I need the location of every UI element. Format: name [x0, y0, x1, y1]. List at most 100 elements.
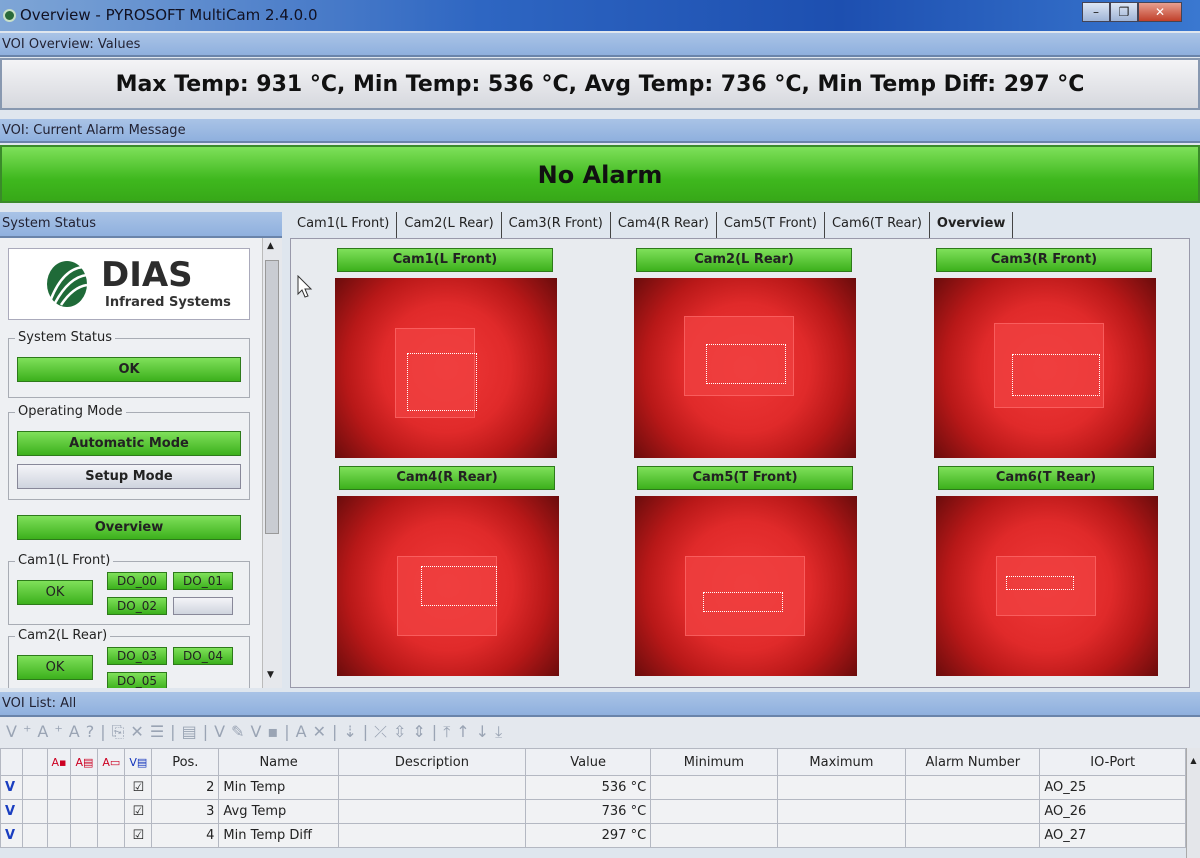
scroll-thumb[interactable] [265, 260, 279, 534]
left-panel-scrollbar[interactable]: ▲ ▼ [262, 238, 282, 688]
split-icon[interactable]: ⇕ [412, 722, 432, 741]
properties-icon[interactable]: ▤ [181, 722, 203, 741]
camera-label[interactable]: Cam6(T Rear) [938, 466, 1154, 490]
camera-label[interactable]: Cam5(T Front) [637, 466, 853, 490]
camera-view[interactable]: Cam5(T Front) [635, 463, 861, 677]
camera-label[interactable]: Cam4(R Rear) [339, 466, 555, 490]
visible-checkbox[interactable]: ☑ [124, 823, 153, 848]
voi-table: A▪ A▤ A▭ V▤ Pos. Name Description Value … [0, 748, 1186, 848]
roi-rectangle[interactable] [421, 566, 497, 606]
app-icon [3, 9, 16, 22]
alarm-list-icon[interactable]: A▭ [97, 748, 126, 776]
voi-visible-icon[interactable]: V▤ [124, 748, 153, 776]
camera-view[interactable]: Cam1(L Front) [335, 245, 561, 459]
camera-view[interactable]: Cam2(L Rear) [634, 245, 860, 459]
col-name[interactable]: Name [218, 748, 339, 776]
voi-edit-icon[interactable]: V✎ [214, 722, 251, 741]
maximize-button[interactable]: ❐ [1110, 2, 1138, 22]
visible-checkbox[interactable]: ☑ [124, 799, 153, 824]
close-button[interactable]: ✕ [1138, 2, 1182, 22]
pos-cell: 4 [151, 823, 220, 848]
table-row[interactable]: V ☑ 4 Min Temp Diff 297 °C AO_27 [0, 823, 1186, 848]
move-up-icon[interactable]: ↑ [456, 722, 476, 741]
copy-icon[interactable]: ⎘ [111, 722, 131, 741]
thermal-image[interactable] [335, 278, 557, 458]
cell [70, 775, 99, 800]
camera-view[interactable]: Cam3(R Front) [934, 245, 1160, 459]
move-down-icon[interactable]: ↓ [475, 722, 496, 741]
camera-label[interactable]: Cam3(R Front) [936, 248, 1152, 272]
tab-cam6[interactable]: Cam6(T Rear) [825, 212, 930, 238]
alarm-edit-icon[interactable]: A▤ [70, 748, 99, 776]
overview-button[interactable]: Overview [17, 515, 241, 540]
add-voi-icon[interactable]: V⁺ [6, 722, 38, 741]
cam1-ok[interactable]: OK [17, 580, 93, 605]
col-value[interactable]: Value [525, 748, 652, 776]
voi-save-icon[interactable]: V▪ [250, 722, 285, 741]
system-status-ok[interactable]: OK [17, 357, 241, 382]
cell [70, 799, 99, 824]
group-label: System Status [15, 330, 116, 345]
add-alarm-icon[interactable]: A⁺ [37, 722, 69, 741]
alarm-header: VOI: Current Alarm Message [0, 119, 1200, 143]
description-cell [337, 799, 527, 824]
automatic-mode-button[interactable]: Automatic Mode [17, 431, 241, 456]
alarm-save-icon[interactable]: A▪ [46, 748, 72, 776]
remove-all-icon[interactable]: ⤫ [374, 722, 393, 741]
camera-label[interactable]: Cam2(L Rear) [636, 248, 852, 272]
minimum-cell [650, 799, 778, 824]
tab-cam4[interactable]: Cam4(R Rear) [611, 212, 717, 238]
maximum-cell [776, 799, 907, 824]
list-icon[interactable]: ☰ [149, 722, 171, 741]
col-minimum[interactable]: Minimum [650, 748, 778, 776]
move-top-icon[interactable]: ⤒ [443, 722, 457, 741]
delete-icon[interactable]: ✕ [130, 722, 150, 741]
alarm-settings-icon[interactable]: A? [68, 722, 101, 741]
move-bottom-icon[interactable]: ⤓ [495, 722, 509, 741]
roi-rectangle[interactable] [1006, 576, 1074, 590]
minimize-button[interactable]: – [1082, 2, 1110, 22]
tab-cam1[interactable]: Cam1(L Front) [290, 212, 398, 238]
roi-rectangle[interactable] [703, 592, 783, 612]
col-pos[interactable]: Pos. [151, 748, 220, 776]
table-row[interactable]: V ☑ 3 Avg Temp 736 °C AO_26 [0, 799, 1186, 824]
scroll-down-arrow-icon[interactable]: ▼ [267, 670, 274, 680]
thermal-image[interactable] [634, 278, 856, 458]
scroll-up-arrow-icon[interactable]: ▲ [267, 241, 274, 251]
cam2-ok[interactable]: OK [17, 655, 93, 680]
thermal-image[interactable] [936, 496, 1158, 676]
table-row[interactable]: V ☑ 2 Min Temp 536 °C AO_25 [0, 775, 1186, 800]
name-cell: Min Temp Diff [218, 823, 339, 848]
voi-list-header: VOI List: All [0, 692, 1200, 717]
col-description[interactable]: Description [337, 748, 527, 776]
visible-checkbox[interactable]: ☑ [124, 775, 153, 800]
tab-cam2[interactable]: Cam2(L Rear) [397, 212, 502, 238]
roi-rectangle[interactable] [407, 353, 477, 411]
camera-view[interactable]: Cam6(T Rear) [936, 463, 1162, 677]
thermal-image[interactable] [337, 496, 559, 676]
cell [97, 823, 126, 848]
tab-cam5[interactable]: Cam5(T Front) [717, 212, 825, 238]
camera-tabs: Cam1(L Front) Cam2(L Rear) Cam3(R Front)… [290, 212, 1014, 238]
clear-alarm-icon[interactable]: A✕ [295, 722, 332, 741]
roi-rectangle[interactable] [706, 344, 786, 384]
roi-rectangle[interactable] [1012, 354, 1100, 396]
mouse-cursor-icon [297, 275, 313, 298]
do-indicator: DO_03 [107, 647, 167, 665]
camera-view[interactable]: Cam4(R Rear) [337, 463, 563, 677]
col-maximum[interactable]: Maximum [776, 748, 907, 776]
thermal-image[interactable] [635, 496, 857, 676]
align-icon[interactable]: ⇳ [392, 722, 413, 741]
tab-overview[interactable]: Overview [930, 212, 1014, 238]
thermal-image[interactable] [934, 278, 1156, 458]
tab-cam3[interactable]: Cam3(R Front) [502, 212, 611, 238]
setup-mode-button[interactable]: Setup Mode [17, 464, 241, 489]
camera-label[interactable]: Cam1(L Front) [337, 248, 553, 272]
table-scrollbar[interactable]: ▲ [1186, 748, 1200, 858]
col-io-port[interactable]: IO-Port [1039, 748, 1186, 776]
move-icon[interactable]: ⇣ [343, 722, 363, 741]
voi-overview-header: VOI Overview: Values [0, 33, 1200, 57]
alarm-message: No Alarm [0, 145, 1200, 203]
scroll-up-arrow-icon[interactable]: ▲ [1190, 756, 1197, 765]
col-alarm-number[interactable]: Alarm Number [905, 748, 1041, 776]
